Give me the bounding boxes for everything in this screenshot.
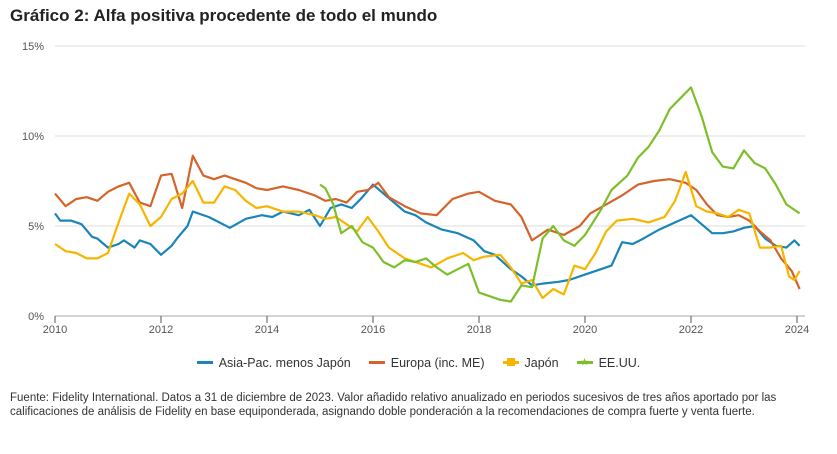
series-line-1 (54, 154, 801, 290)
legend-item[interactable]: Europa (inc. ME) (368, 355, 485, 370)
grid-lines (55, 45, 805, 227)
source-footnote: Fuente: Fidelity International. Datos a … (10, 392, 777, 418)
legend-item[interactable]: Asia-Pac. menos Japón (196, 355, 351, 370)
legend-label: EE.UU. (598, 355, 641, 370)
chart-title: Gráfico 2: Alfa positiva procedente de t… (10, 6, 438, 25)
star-marker-icon (580, 358, 589, 366)
y-tick-label: 5% (28, 221, 44, 233)
square-marker-icon (506, 358, 515, 366)
x-tick-label: 2012 (149, 324, 173, 336)
y-tick-label: 0% (28, 311, 44, 323)
legend-swatch (368, 361, 385, 364)
x-tick-label: 2022 (679, 324, 703, 336)
legend-label: Asia-Pac. menos Japón (218, 355, 351, 370)
x-tick-label: 2014 (255, 324, 279, 336)
y-axis-ticks: 0% 5% 10% 15% (22, 41, 44, 323)
x-tick-label: 2010 (43, 324, 67, 336)
x-tick-label: 2020 (573, 324, 597, 336)
x-tick-label: 2016 (361, 324, 385, 336)
legend-label: Europa (inc. ME) (390, 355, 485, 370)
x-tick-label: 2018 (467, 324, 491, 336)
legend-swatch (502, 358, 519, 366)
legend-item[interactable]: Japón (502, 355, 559, 370)
y-tick-label: 15% (22, 41, 44, 53)
series-line-2 (54, 170, 801, 300)
series-line-3 (319, 86, 801, 303)
line-chart: 0%5%10%15% 2010 2012 2014 2016 2018 2020 2022 2… (22, 41, 809, 336)
x-axis: 2010 2012 2014 2016 2018 2020 2022 2024 (43, 315, 809, 336)
series-line-0 (54, 183, 801, 287)
legend-swatch (196, 361, 213, 364)
legend-swatch (576, 358, 593, 366)
x-tick-label: 2024 (785, 324, 809, 336)
legend: Asia-Pac. menos Japón Europa (inc. ME) Jap… (0, 353, 837, 370)
y-tick-label: 10% (22, 131, 44, 143)
legend-label: Japón (524, 355, 559, 370)
legend-item[interactable]: EE.UU. (576, 355, 641, 370)
series-lines (54, 86, 801, 303)
